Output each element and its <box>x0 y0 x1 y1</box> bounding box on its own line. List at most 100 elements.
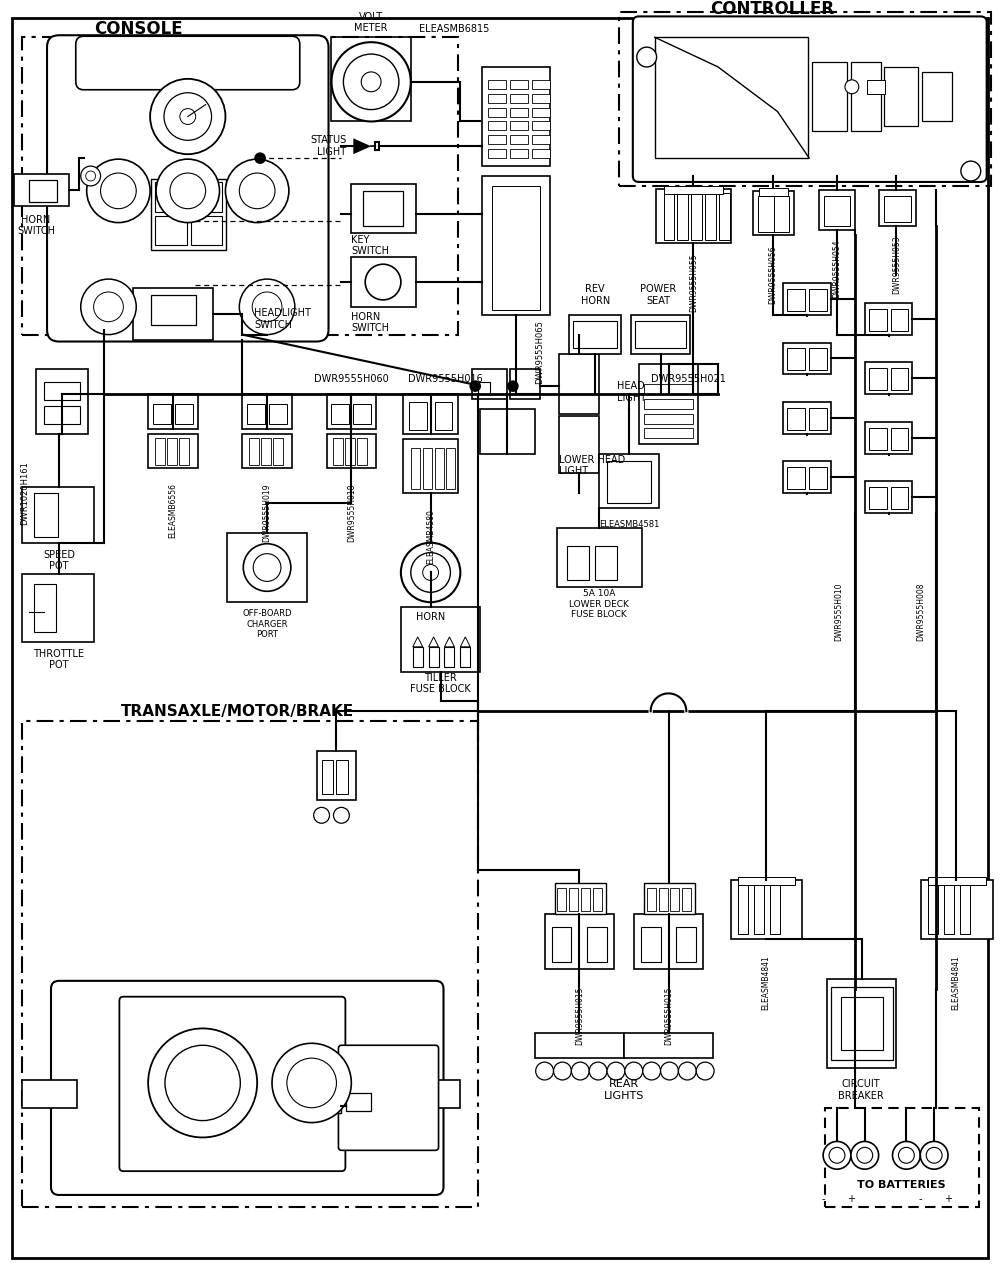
Bar <box>167 437 177 465</box>
Bar <box>472 369 507 399</box>
Text: DWR9555H015: DWR9555H015 <box>575 987 584 1045</box>
Bar <box>22 1079 77 1107</box>
Bar <box>331 37 411 122</box>
Text: +: + <box>944 1194 952 1204</box>
Bar <box>552 927 571 962</box>
Bar <box>647 888 656 911</box>
Bar <box>488 122 506 131</box>
Bar <box>770 884 780 934</box>
FancyBboxPatch shape <box>47 35 329 342</box>
Circle shape <box>94 291 123 322</box>
Text: CONTROLLER: CONTROLLER <box>711 0 835 19</box>
Bar <box>824 196 850 226</box>
Text: REAR
LIGHTS: REAR LIGHTS <box>604 1079 644 1101</box>
FancyBboxPatch shape <box>51 981 444 1195</box>
Bar <box>351 257 416 307</box>
Bar <box>644 399 693 409</box>
Bar <box>148 433 198 469</box>
Bar <box>865 481 912 513</box>
Bar <box>510 94 528 103</box>
Bar <box>783 342 831 374</box>
Bar <box>401 607 480 672</box>
Circle shape <box>845 80 859 94</box>
Circle shape <box>637 47 657 67</box>
Circle shape <box>857 1148 873 1163</box>
Circle shape <box>101 174 136 209</box>
Text: HEAD
LIGHT: HEAD LIGHT <box>617 381 646 403</box>
Text: ELEASMB6556: ELEASMB6556 <box>168 483 177 538</box>
Text: DWR9555H060: DWR9555H060 <box>314 374 389 384</box>
Bar <box>151 295 196 324</box>
Bar <box>825 1107 979 1207</box>
Circle shape <box>253 554 281 582</box>
Bar <box>312 1091 341 1112</box>
Polygon shape <box>460 637 470 647</box>
Bar <box>247 404 265 423</box>
Circle shape <box>470 381 480 392</box>
Bar <box>569 888 578 911</box>
Bar <box>227 533 307 602</box>
Text: DWR9555H008: DWR9555H008 <box>916 583 925 641</box>
Text: HORN
SWITCH: HORN SWITCH <box>17 214 55 237</box>
Circle shape <box>571 1062 589 1079</box>
Bar <box>928 884 938 934</box>
Bar <box>261 437 271 465</box>
FancyBboxPatch shape <box>633 16 987 182</box>
Bar <box>22 721 478 1207</box>
Polygon shape <box>444 637 454 647</box>
Bar <box>532 136 550 144</box>
Circle shape <box>81 166 101 186</box>
Bar <box>783 461 831 493</box>
Bar <box>557 888 566 911</box>
Bar <box>155 437 165 465</box>
Circle shape <box>331 42 411 122</box>
Bar <box>655 37 808 158</box>
Bar <box>869 488 887 509</box>
Text: DWR9555H015: DWR9555H015 <box>664 987 673 1045</box>
Bar <box>659 888 668 911</box>
Bar <box>634 915 703 969</box>
Bar <box>865 303 912 334</box>
Bar <box>403 394 458 433</box>
Text: ELEASMB4841: ELEASMB4841 <box>761 955 770 1010</box>
FancyBboxPatch shape <box>76 37 300 90</box>
Circle shape <box>225 160 289 223</box>
Bar <box>29 180 57 201</box>
Text: ELEASMB4841: ELEASMB4841 <box>951 955 960 1010</box>
Bar <box>322 760 333 794</box>
Bar <box>353 404 371 423</box>
Bar <box>569 314 621 355</box>
Bar <box>595 546 617 580</box>
Bar <box>555 883 606 915</box>
Bar <box>22 37 458 334</box>
Bar <box>754 884 764 934</box>
Bar <box>677 193 688 241</box>
Text: TILLER
FUSE BLOCK: TILLER FUSE BLOCK <box>410 673 471 694</box>
Bar <box>345 437 355 465</box>
Bar <box>22 574 94 642</box>
Bar <box>413 647 423 666</box>
Circle shape <box>829 1148 845 1163</box>
Bar <box>783 283 831 314</box>
Bar <box>682 888 691 911</box>
Circle shape <box>607 1062 625 1079</box>
Bar <box>759 188 788 196</box>
Polygon shape <box>413 637 423 647</box>
Polygon shape <box>353 138 371 155</box>
Text: DWR9555H019: DWR9555H019 <box>263 483 272 542</box>
Bar <box>423 447 432 489</box>
Text: OFF-BOARD
CHARGER
PORT: OFF-BOARD CHARGER PORT <box>242 609 292 639</box>
Bar <box>488 150 506 158</box>
Bar <box>753 191 794 236</box>
Circle shape <box>170 174 206 209</box>
Bar <box>446 447 455 489</box>
Bar <box>664 193 674 241</box>
Bar <box>774 196 789 232</box>
Bar <box>644 428 693 437</box>
Bar <box>492 186 540 310</box>
Bar <box>567 546 589 580</box>
Bar <box>351 184 416 233</box>
Bar <box>851 62 881 132</box>
Bar <box>676 927 696 962</box>
Bar <box>557 528 642 588</box>
